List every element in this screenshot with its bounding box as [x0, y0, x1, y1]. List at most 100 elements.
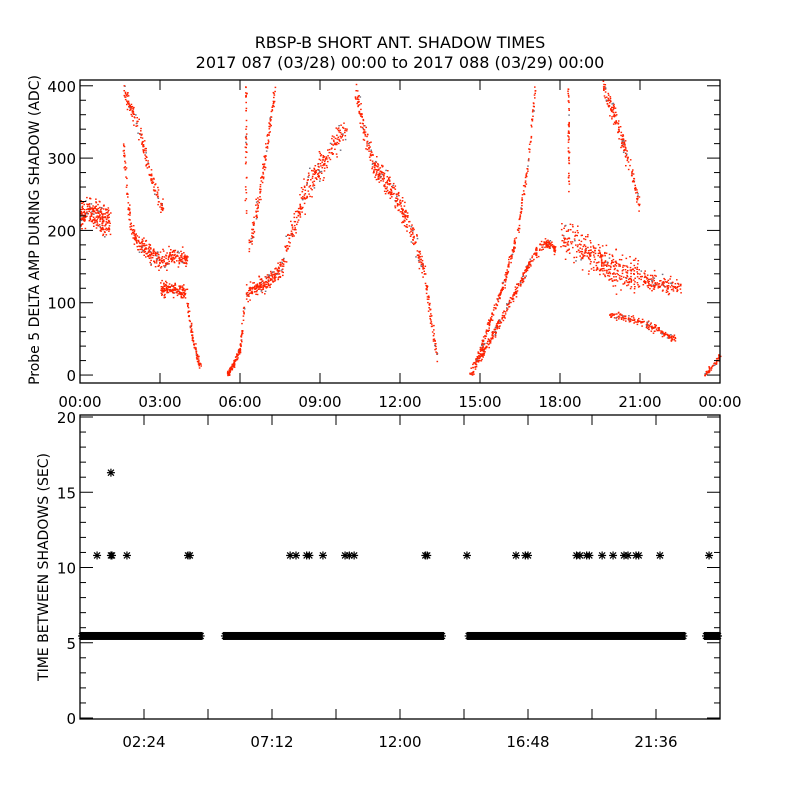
data-point [237, 353, 239, 356]
data-point [492, 335, 495, 337]
data-point [166, 291, 169, 293]
data-point [241, 333, 243, 335]
data-point [356, 102, 358, 105]
data-point [427, 301, 429, 304]
data-point [399, 211, 402, 213]
data-point [423, 551, 432, 560]
data-point [130, 109, 132, 111]
data-point [624, 145, 626, 147]
data-point [708, 370, 710, 372]
data-point [153, 262, 156, 264]
data-point [610, 278, 613, 280]
data-point [590, 261, 592, 263]
data-point [161, 209, 164, 212]
data-point [717, 358, 720, 360]
data-point [360, 108, 362, 111]
data-point [519, 215, 521, 218]
data-point [614, 264, 617, 266]
data-point [291, 228, 294, 230]
data-point [150, 173, 153, 175]
data-point [265, 276, 268, 278]
data-point [680, 292, 682, 294]
data-point [578, 239, 580, 241]
data-point [141, 242, 143, 244]
data-point [191, 334, 194, 336]
data-point [132, 237, 134, 239]
data-point [544, 238, 547, 240]
data-point [250, 287, 253, 289]
data-point [475, 364, 478, 366]
data-point [498, 319, 501, 321]
data-point [288, 245, 291, 247]
data-point [229, 371, 231, 373]
data-point [567, 94, 570, 97]
data-point [653, 286, 656, 288]
data-point [397, 191, 400, 194]
data-point [184, 257, 186, 259]
data-point [618, 275, 621, 277]
data-point [133, 229, 136, 231]
data-point [192, 341, 195, 343]
data-point [319, 171, 321, 173]
data-point [478, 355, 480, 357]
data-point [429, 315, 431, 317]
data-point [311, 189, 313, 191]
data-point [631, 174, 633, 177]
data-point [92, 222, 95, 225]
data-point [265, 287, 268, 289]
data-point [615, 317, 617, 319]
data-point [423, 267, 426, 270]
data-point [131, 105, 134, 108]
data-point [613, 107, 615, 110]
data-point [600, 261, 603, 263]
data-point [503, 315, 506, 317]
data-point [103, 216, 106, 218]
data-point [535, 253, 538, 255]
data-point [356, 90, 359, 92]
data-point [314, 172, 317, 174]
data-point [548, 245, 550, 247]
data-point [389, 188, 392, 190]
data-point [401, 212, 404, 214]
data-point [266, 145, 269, 148]
data-point [301, 199, 304, 201]
data-point [156, 253, 159, 255]
data-point [623, 317, 625, 319]
data-point [267, 279, 270, 281]
data-point [177, 250, 179, 253]
data-point [615, 279, 618, 281]
data-point [575, 244, 577, 246]
data-point [708, 369, 711, 371]
data-point [493, 304, 496, 306]
data-point [507, 265, 510, 267]
data-point [607, 94, 610, 96]
asterisk-stroke [635, 552, 643, 559]
data-point [273, 276, 276, 278]
data-point [553, 247, 555, 249]
data-point [554, 246, 557, 248]
data-point [181, 289, 184, 291]
data-point [128, 106, 130, 108]
data-point [231, 363, 234, 366]
data-point [236, 358, 239, 361]
data-point [568, 124, 570, 127]
data-point [501, 288, 503, 290]
data-point [503, 316, 505, 318]
data-point [518, 227, 521, 230]
data-point [612, 111, 615, 114]
data-point [148, 246, 151, 248]
data-point [319, 152, 321, 155]
data-point [665, 291, 668, 293]
data-point [356, 97, 359, 99]
data-point [106, 215, 109, 217]
data-point [152, 249, 155, 251]
data-point [561, 234, 564, 236]
data-point [713, 362, 716, 364]
data-point [494, 326, 497, 329]
data-point [604, 261, 606, 263]
data-point [710, 366, 713, 368]
data-point [145, 244, 148, 246]
data-point [568, 237, 570, 239]
data-point [253, 221, 255, 223]
data-point [562, 235, 565, 237]
